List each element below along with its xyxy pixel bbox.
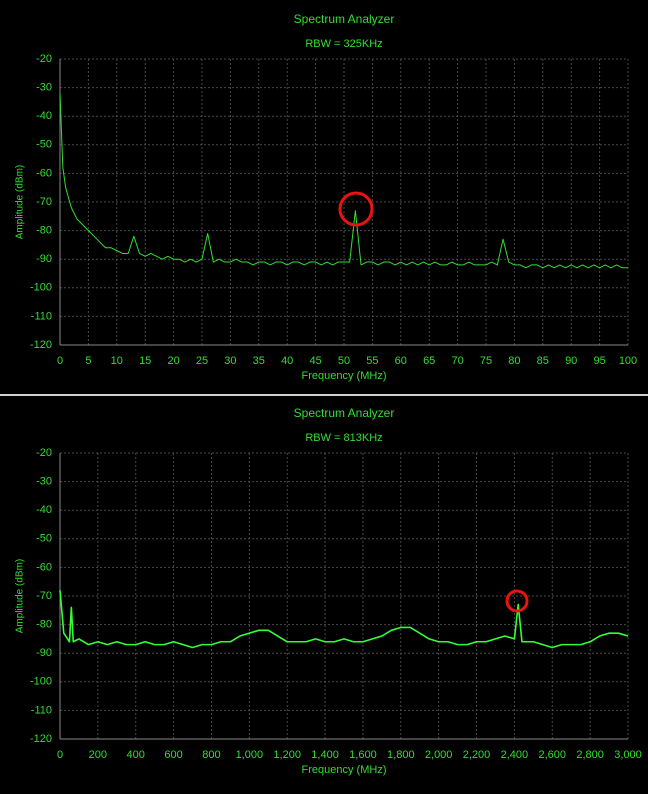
- x-tick-label: 1,600: [349, 749, 377, 761]
- y-tick-label: -90: [36, 253, 52, 265]
- x-tick-label: 75: [480, 355, 492, 367]
- y-tick-label: -50: [36, 139, 52, 151]
- x-tick-label: 50: [338, 355, 350, 367]
- x-tick-label: 5: [85, 355, 91, 367]
- y-tick-label: -70: [36, 590, 52, 602]
- chart-subtitle: RBW = 813KHz: [305, 432, 382, 444]
- y-tick-label: -120: [30, 339, 52, 351]
- highlight-circle: [505, 589, 529, 613]
- x-tick-label: 2,200: [463, 749, 491, 761]
- x-tick-label: 3,000: [614, 749, 642, 761]
- x-tick-label: 800: [202, 749, 220, 761]
- y-tick-label: -120: [30, 733, 52, 745]
- x-tick-label: 0: [57, 749, 63, 761]
- spectrum-line: [59, 93, 628, 269]
- x-tick-label: 45: [309, 355, 321, 367]
- y-tick-label: -60: [36, 167, 52, 179]
- y-tick-label: -30: [36, 476, 52, 488]
- y-axis-label: Amplitude (dBm): [15, 559, 26, 633]
- chart-title: Spectrum Analyzer: [294, 406, 395, 420]
- x-tick-label: 2,600: [539, 749, 567, 761]
- y-tick-label: -40: [36, 110, 52, 122]
- y-tick-label: -80: [36, 619, 52, 631]
- y-axis-label: Amplitude (dBm): [15, 165, 26, 239]
- x-tick-label: 25: [196, 355, 208, 367]
- x-tick-label: 10: [111, 355, 123, 367]
- x-axis-label: Frequency (MHz): [302, 764, 387, 776]
- x-tick-label: 95: [593, 355, 605, 367]
- y-tick-label: -70: [36, 196, 52, 208]
- x-tick-label: 55: [366, 355, 378, 367]
- x-tick-label: 40: [281, 355, 293, 367]
- x-tick-label: 1,200: [273, 749, 301, 761]
- x-tick-label: 15: [139, 355, 151, 367]
- x-tick-label: 600: [164, 749, 182, 761]
- highlight-circle: [338, 191, 374, 227]
- x-tick-label: 20: [167, 355, 179, 367]
- x-tick-label: 200: [89, 749, 107, 761]
- x-tick-label: 90: [565, 355, 577, 367]
- x-tick-label: 30: [224, 355, 236, 367]
- x-tick-label: 85: [537, 355, 549, 367]
- chart-title: Spectrum Analyzer: [294, 12, 395, 26]
- y-tick-label: -60: [36, 561, 52, 573]
- spectrum-line: [59, 590, 629, 649]
- x-tick-label: 100: [619, 355, 637, 367]
- x-tick-label: 60: [395, 355, 407, 367]
- y-tick-label: -50: [36, 533, 52, 545]
- y-tick-label: -40: [36, 504, 52, 516]
- x-tick-label: 65: [423, 355, 435, 367]
- x-tick-label: 1,400: [311, 749, 339, 761]
- x-tick-label: 400: [127, 749, 145, 761]
- y-tick-label: -110: [31, 310, 52, 322]
- y-tick-label: -90: [36, 647, 52, 659]
- x-tick-label: 70: [451, 355, 463, 367]
- y-tick-label: -100: [30, 676, 52, 688]
- charts: Spectrum Analyzer RBW = 325KHz -20 -30 -40 -5…: [15, 12, 642, 776]
- x-tick-label: 2,000: [425, 749, 453, 761]
- x-axis-label: Frequency (MHz): [302, 370, 387, 382]
- x-tick-label: 1,000: [236, 749, 264, 761]
- chart-subtitle: RBW = 325KHz: [305, 38, 382, 50]
- y-tick-label: -110: [31, 704, 52, 716]
- y-tick-label: -20: [36, 53, 52, 65]
- x-tick-label: 2,400: [501, 749, 529, 761]
- x-tick-label: 2,800: [576, 749, 604, 761]
- y-tick-label: -30: [36, 82, 52, 94]
- y-tick-label: -20: [36, 447, 52, 459]
- x-tick-label: 80: [508, 355, 520, 367]
- y-tick-label: -80: [36, 225, 52, 237]
- x-tick-label: 1,800: [387, 749, 415, 761]
- x-tick-label: 35: [253, 355, 265, 367]
- x-tick-label: 0: [57, 355, 63, 367]
- y-tick-label: -100: [30, 282, 52, 294]
